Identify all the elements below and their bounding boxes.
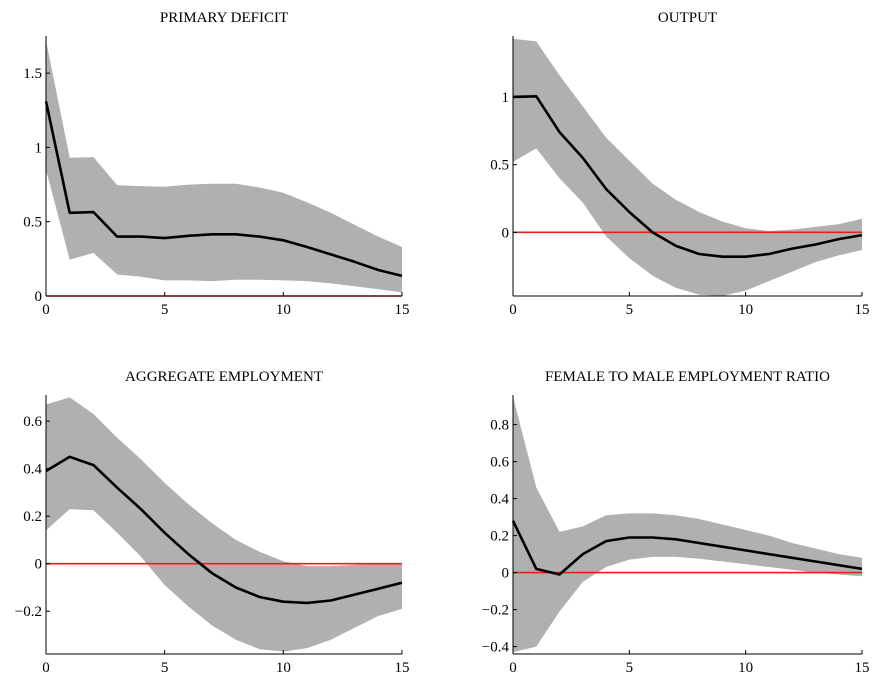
y-tick-label: 0.5	[23, 215, 42, 231]
x-tick-label: 10	[738, 302, 753, 318]
x-tick-label: 5	[161, 302, 169, 318]
panel-title: OUTPUT	[658, 10, 717, 26]
y-tick-label: 0.4	[23, 462, 42, 478]
impulse-response-line	[45, 455, 403, 605]
impulse-response-line	[44, 101, 403, 278]
impulse-response-line	[512, 95, 863, 259]
y-tick-label: 0.5	[490, 158, 509, 174]
x-tick-label: 15	[395, 302, 410, 318]
x-tick-label: 15	[855, 660, 870, 676]
panel-title: FEMALE TO MALE EMPLOYMENT RATIO	[545, 369, 830, 385]
panel-aggregate-employment: AGGREGATE EMPLOYMENT 0 5 10 15 −0.2 0 0.2 0.4 0.…	[15, 369, 410, 676]
y-tick-label: 0.4	[490, 492, 509, 508]
confidence-band	[46, 40, 402, 293]
y-tick-label: 0.6	[490, 455, 509, 471]
y-tick-label: 1	[35, 140, 43, 156]
panel-title: AGGREGATE EMPLOYMENT	[125, 369, 323, 385]
y-tick-label: −0.4	[482, 640, 510, 656]
impulse-response-line	[511, 520, 863, 576]
x-tick-label: 0	[42, 302, 50, 318]
y-tick-label: 0	[502, 225, 510, 241]
confidence-band	[513, 38, 862, 296]
x-tick-label: 0	[42, 660, 50, 676]
y-tick-label: 0.6	[23, 414, 42, 430]
y-tick-label: 0.8	[490, 418, 509, 434]
y-tick-label: −0.2	[482, 603, 509, 619]
x-tick-label: 0	[509, 302, 517, 318]
y-tick-label: 1.5	[23, 66, 42, 82]
y-tick-label: 0.2	[490, 529, 509, 545]
x-tick-label: 10	[276, 660, 291, 676]
x-tick-label: 10	[276, 302, 291, 318]
confidence-band	[46, 397, 402, 652]
y-tick-label: 0	[35, 557, 43, 573]
y-tick-label: 0.2	[23, 509, 42, 525]
panel-output: OUTPUT 0 5 10 15 0 0.5 1	[490, 10, 869, 318]
panel-female-to-male-employment-ratio: FEMALE TO MALE EMPLOYMENT RATIO 0 5 10 15 −0…	[482, 369, 870, 676]
x-tick-label: 0	[509, 660, 517, 676]
x-tick-label: 5	[626, 302, 634, 318]
x-tick-label: 5	[626, 660, 634, 676]
confidence-band	[513, 396, 862, 653]
x-tick-label: 10	[738, 660, 753, 676]
panel-primary-deficit: PRIMARY DEFICIT 0 5 10 15 0 0.5 1 1.5	[23, 10, 409, 318]
x-tick-label: 15	[855, 302, 870, 318]
y-tick-label: 0	[35, 289, 43, 305]
y-tick-label: 0	[502, 566, 510, 582]
y-tick-label: −0.2	[15, 604, 42, 620]
x-tick-label: 5	[161, 660, 169, 676]
panel-title: PRIMARY DEFICIT	[160, 10, 288, 26]
x-tick-label: 15	[395, 660, 410, 676]
y-tick-label: 1	[502, 90, 510, 106]
